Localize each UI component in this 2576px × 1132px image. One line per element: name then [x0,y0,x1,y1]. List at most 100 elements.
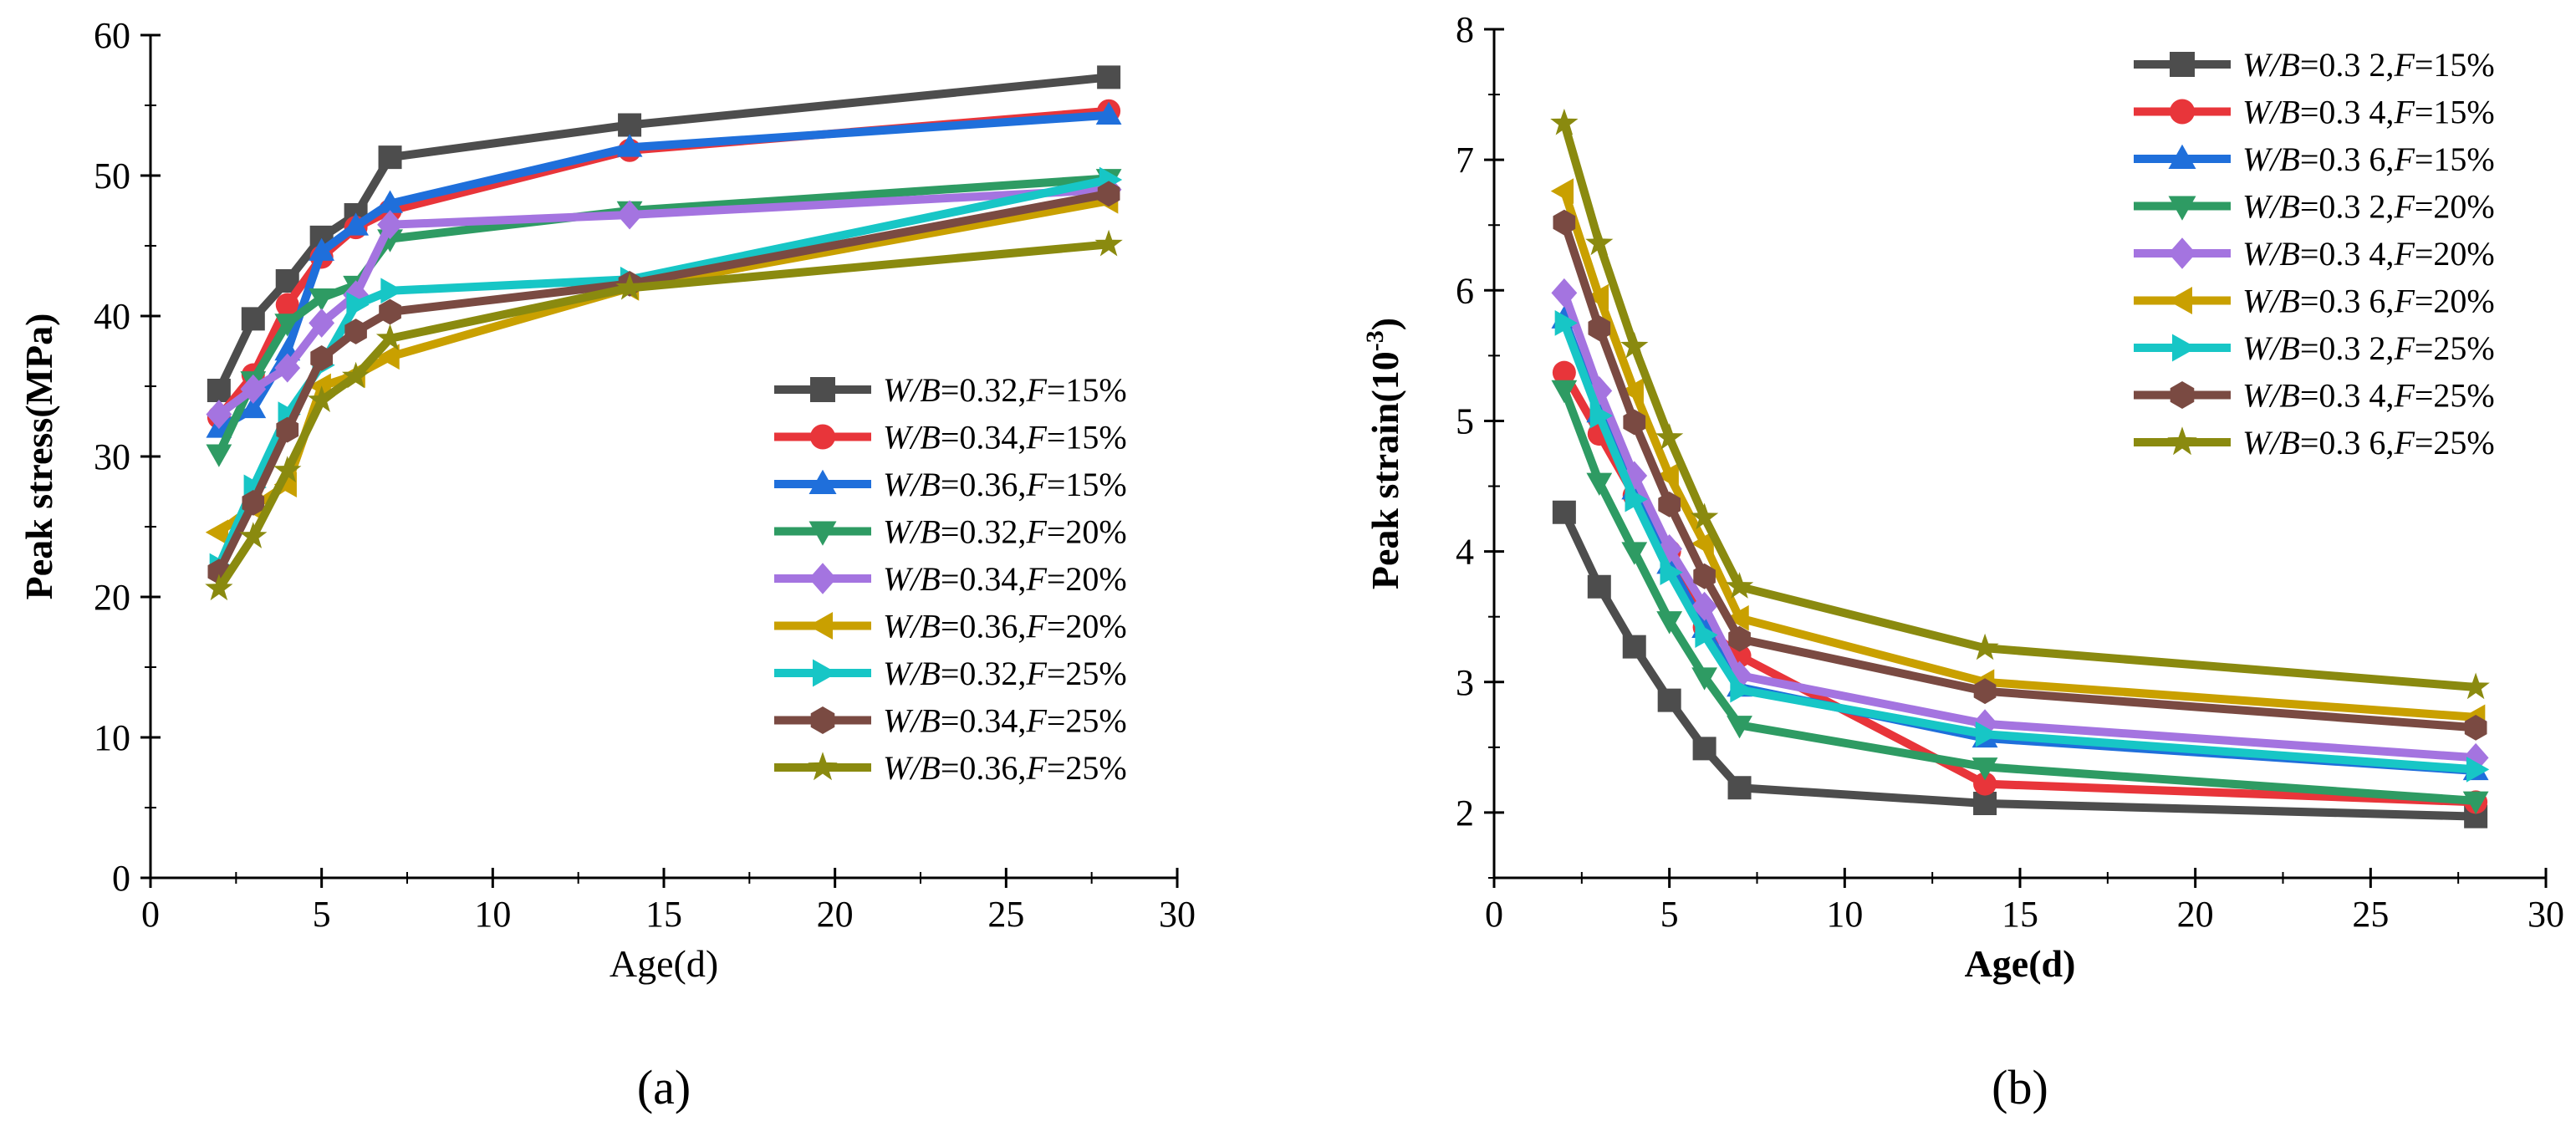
legend-label-italic-part: F [1025,513,1047,551]
data-point [379,298,401,325]
panel-label: (a) [637,1060,691,1114]
legend-label-part: =20% [2415,283,2495,320]
legend: W/B=0.3 2,F=15%W/B=0.3 4,F=15%W/B=0.3 6,… [2134,46,2495,461]
series-6 [1550,178,2486,731]
data-point [1588,315,1611,341]
legend-label-part: =20% [1047,608,1127,645]
data-point [275,293,299,317]
x-tick-label: 30 [1159,894,1196,935]
y-axis-title-main: Peak strain(10 [1364,351,1406,589]
data-point [1692,737,1716,761]
legend-label-italic-part: W/B [2242,283,2300,320]
series-line [1560,321,2477,774]
data-point [1727,660,1752,691]
series-5 [1551,278,2489,773]
legend-label: W/B=0.3 4,F=20% [2242,235,2495,273]
data-point [1975,721,1999,747]
x-tick-label: 10 [1826,894,1863,935]
chart-panel-a: 0 5 10 15 20 25 30 0 10 20 30 40 50 60 Age(d) Peak stre… [18,15,1196,1114]
data-point [1726,604,1749,631]
legend-label-italic-part: W/B [883,702,941,740]
legend-label-italic-part: F [1025,419,1047,456]
data-point [344,319,367,344]
legend-label: W/B=0.36,F=15% [883,466,1127,503]
y-tick-label: 20 [94,577,130,618]
legend-label-italic-part: F [2393,235,2415,273]
data-point [2464,715,2487,741]
data-point [1623,409,1646,436]
data-point [1552,360,1576,385]
legend-label-italic-part: F [2393,140,2415,178]
series-line [1560,291,2477,762]
data-point [1551,380,1578,404]
data-point [376,344,400,370]
legend-label-italic-part: W/B [2242,377,2300,415]
legend-label-italic-part: W/B [2242,235,2300,273]
legend-marker [2170,381,2195,409]
legend-label: W/B=0.3 4,F=25% [2242,377,2495,415]
y-axis-title: Peak stress(MPa) [18,314,60,600]
legend-marker [810,706,835,734]
data-point [2466,756,2490,783]
legend-label: W/B=0.34,F=25% [883,702,1127,740]
data-point [1972,757,1998,781]
legend-label-part: =20% [2415,188,2495,226]
legend-label-part: =0.34, [941,419,1027,456]
legend-label-part: =25% [1047,655,1127,692]
data-point [1691,530,1714,557]
x-tick-label: 25 [2352,894,2389,935]
legend-marker [2167,287,2192,314]
data-point [1660,559,1683,585]
data-point [1095,101,1122,125]
data-point [377,190,403,213]
legend-marker [2168,237,2196,269]
x-tick-label: 20 [817,894,854,935]
legend-label-part: =15% [1047,466,1127,503]
data-point [207,379,231,403]
legend-label-part: =25% [1047,702,1127,740]
y-tick-label: 5 [1456,400,1474,441]
data-point [1725,572,1754,599]
data-point [274,314,301,337]
data-point [1971,633,1999,660]
y-tick-label: 8 [1456,9,1474,50]
data-point [1585,283,1609,310]
legend-label: W/B=0.3 2,F=15% [2242,46,2495,84]
data-point [1620,332,1649,359]
legend-label-part: =0.36, [941,608,1027,645]
data-point [1658,492,1681,518]
data-point [616,134,643,157]
data-point [1727,716,1752,739]
data-point [1693,563,1716,589]
chart-panel-b: 0 5 10 15 20 25 30 2 3 4 5 6 7 8 Age(d) Peak strain(10-… [1361,9,2564,1114]
legend-label-part: =0.3 4, [2300,235,2395,273]
data-point [1691,591,1717,621]
series-1 [1552,500,2488,829]
data-point [1973,791,1997,815]
legend-label-italic-part: F [1025,466,1047,503]
data-point [1585,228,1614,256]
data-point [275,269,299,293]
y-axis-title-superscript: -3 [1361,330,1389,351]
legend-label-part: =15% [1047,371,1127,409]
data-point [618,113,642,137]
data-point [1554,309,1578,336]
data-point [1097,65,1121,89]
legend-marker [2172,334,2197,362]
data-point [240,395,267,419]
legend-label-part: =25% [2415,424,2495,461]
legend-marker [2170,52,2195,77]
x-tick-label: 5 [1660,894,1679,935]
legend-label: W/B=0.3 6,F=20% [2242,283,2495,320]
legend-label-part: =15% [2415,46,2495,84]
y-tick-label: 30 [94,436,130,477]
y-tick-label: 0 [112,858,130,899]
data-point [1730,676,1753,703]
data-point [1656,611,1683,635]
data-point [1973,772,1997,796]
x-tick-label: 25 [987,894,1024,935]
legend-label-italic-part: W/B [883,749,941,787]
legend-label-part: =0.3 2, [2300,46,2395,84]
data-point [308,385,336,412]
